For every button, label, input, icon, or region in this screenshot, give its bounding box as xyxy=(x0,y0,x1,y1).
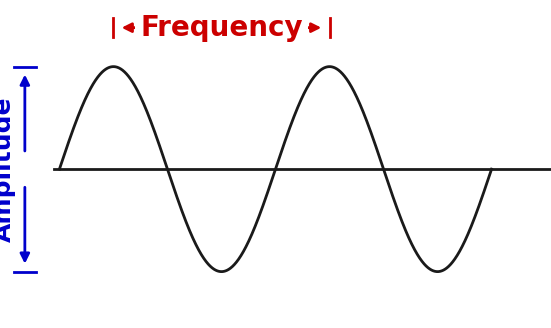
Text: Amplitude: Amplitude xyxy=(0,96,17,242)
Text: Frequency: Frequency xyxy=(140,14,303,42)
